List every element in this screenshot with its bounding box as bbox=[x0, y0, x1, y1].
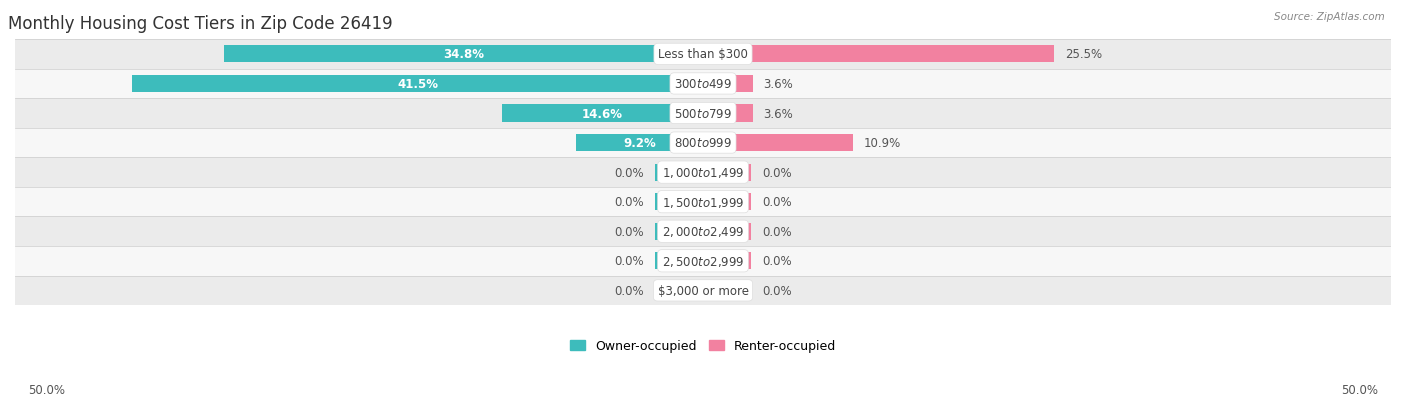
Bar bbox=[655, 164, 703, 181]
Bar bbox=[703, 105, 752, 122]
Bar bbox=[655, 194, 703, 211]
Text: 14.6%: 14.6% bbox=[582, 107, 623, 120]
Bar bbox=[132, 76, 703, 93]
Bar bbox=[224, 46, 703, 63]
Text: 0.0%: 0.0% bbox=[614, 225, 644, 238]
Text: 0.0%: 0.0% bbox=[762, 225, 792, 238]
Text: 0.0%: 0.0% bbox=[762, 255, 792, 268]
Bar bbox=[655, 282, 703, 299]
Bar bbox=[576, 135, 703, 152]
Text: 0.0%: 0.0% bbox=[614, 255, 644, 268]
Bar bbox=[655, 223, 703, 240]
Text: $800 to $999: $800 to $999 bbox=[673, 137, 733, 150]
Text: 50.0%: 50.0% bbox=[1341, 384, 1378, 396]
Text: $300 to $499: $300 to $499 bbox=[673, 78, 733, 91]
Bar bbox=[703, 46, 1054, 63]
Bar bbox=[15, 128, 1391, 158]
Bar bbox=[703, 282, 751, 299]
Text: Monthly Housing Cost Tiers in Zip Code 26419: Monthly Housing Cost Tiers in Zip Code 2… bbox=[8, 15, 392, 33]
Bar bbox=[703, 76, 752, 93]
Text: Less than $300: Less than $300 bbox=[658, 48, 748, 61]
Text: $500 to $799: $500 to $799 bbox=[673, 107, 733, 120]
Text: 0.0%: 0.0% bbox=[614, 166, 644, 179]
Text: $2,000 to $2,499: $2,000 to $2,499 bbox=[662, 225, 744, 239]
Text: 0.0%: 0.0% bbox=[762, 196, 792, 209]
Bar bbox=[15, 247, 1391, 276]
Text: 0.0%: 0.0% bbox=[762, 284, 792, 297]
Bar bbox=[703, 164, 751, 181]
Bar bbox=[15, 40, 1391, 69]
Text: 41.5%: 41.5% bbox=[396, 78, 439, 91]
Text: 3.6%: 3.6% bbox=[763, 78, 793, 91]
Bar bbox=[502, 105, 703, 122]
Text: Source: ZipAtlas.com: Source: ZipAtlas.com bbox=[1274, 12, 1385, 22]
Bar bbox=[703, 223, 751, 240]
Bar bbox=[15, 188, 1391, 217]
Text: 0.0%: 0.0% bbox=[614, 196, 644, 209]
Text: $1,000 to $1,499: $1,000 to $1,499 bbox=[662, 166, 744, 180]
Bar bbox=[703, 253, 751, 270]
Bar bbox=[703, 135, 853, 152]
Bar bbox=[703, 194, 751, 211]
Text: 0.0%: 0.0% bbox=[614, 284, 644, 297]
Bar bbox=[15, 276, 1391, 305]
Text: 9.2%: 9.2% bbox=[623, 137, 657, 150]
Text: 3.6%: 3.6% bbox=[763, 107, 793, 120]
Text: 25.5%: 25.5% bbox=[1064, 48, 1102, 61]
Bar bbox=[15, 99, 1391, 128]
Bar bbox=[655, 253, 703, 270]
Text: $2,500 to $2,999: $2,500 to $2,999 bbox=[662, 254, 744, 268]
Bar bbox=[15, 217, 1391, 247]
Legend: Owner-occupied, Renter-occupied: Owner-occupied, Renter-occupied bbox=[565, 335, 841, 358]
Text: $1,500 to $1,999: $1,500 to $1,999 bbox=[662, 195, 744, 209]
Text: 10.9%: 10.9% bbox=[865, 137, 901, 150]
Text: 50.0%: 50.0% bbox=[28, 384, 65, 396]
Text: $3,000 or more: $3,000 or more bbox=[658, 284, 748, 297]
Text: 0.0%: 0.0% bbox=[762, 166, 792, 179]
Bar bbox=[15, 69, 1391, 99]
Text: 34.8%: 34.8% bbox=[443, 48, 484, 61]
Bar bbox=[15, 158, 1391, 188]
